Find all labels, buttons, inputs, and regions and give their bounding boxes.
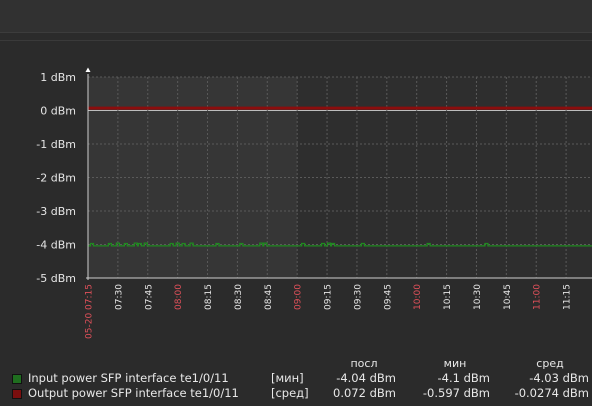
series-line-input-power bbox=[88, 242, 592, 247]
x-tick-label: 08:30 bbox=[234, 284, 244, 310]
legend-col-avg: сред bbox=[536, 357, 564, 370]
legend-row-output: Output power SFP interface te1/0/11 [сре… bbox=[0, 386, 592, 401]
y-tick-label: -5 dBm bbox=[36, 272, 76, 285]
legend-col-last: посл bbox=[350, 357, 378, 370]
x-tick-label: 09:45 bbox=[383, 284, 393, 310]
x-tick-label: 11:15 bbox=[563, 284, 573, 310]
legend-min: -4.1 dBm bbox=[437, 371, 491, 385]
legend-avg: -4.03 dBm bbox=[529, 371, 589, 385]
legend-avg: -0.0274 dBm bbox=[514, 386, 589, 400]
x-tick-label: 09:15 bbox=[324, 284, 334, 310]
x-tick-label: 09:00 bbox=[294, 284, 304, 310]
legend-name: Input power SFP interface te1/0/11 bbox=[28, 371, 229, 385]
y-axis-arrow-icon bbox=[85, 67, 91, 72]
x-tick-label: 05-20 07:15 bbox=[85, 284, 95, 339]
y-tick-label: -2 dBm bbox=[36, 172, 76, 185]
x-tick-label: 10:15 bbox=[443, 284, 453, 310]
x-tick-label: 09:30 bbox=[353, 284, 363, 310]
legend-row-input: Input power SFP interface te1/0/11 [мин]… bbox=[0, 371, 592, 386]
y-tick-label: 1 dBm bbox=[40, 71, 76, 84]
top-bar bbox=[0, 0, 592, 33]
legend-name: Output power SFP interface te1/0/11 bbox=[28, 386, 239, 400]
y-tick-label: 0 dBm bbox=[40, 105, 76, 118]
x-tick-label: 07:45 bbox=[144, 284, 154, 310]
x-tick-label: 10:45 bbox=[503, 284, 513, 310]
x-tick-label: 07:30 bbox=[114, 284, 124, 310]
x-tick-label: 08:15 bbox=[204, 284, 214, 310]
grid-lines bbox=[88, 76, 592, 278]
x-axis-labels: 05-20 07:15 07:30 07:45 08:00 08:15 08:30 08:4… bbox=[85, 284, 573, 339]
x-tick-label: 08:45 bbox=[264, 284, 274, 310]
x-tick-label: 11:00 bbox=[533, 284, 543, 310]
power-graph: 1 dBm 0 dBm -1 dBm -2 dBm -3 dBm -4 dBm -5 dBm… bbox=[36, 67, 592, 339]
legend-swatch-input bbox=[12, 374, 22, 384]
x-tick-label: 10:00 bbox=[413, 284, 423, 310]
legend-last: -4.04 dBm bbox=[336, 371, 396, 385]
legend: посл мин сред Input power SFP interface … bbox=[0, 356, 592, 405]
legend-last: 0.072 dBm bbox=[333, 386, 396, 400]
legend-col-min: мин bbox=[443, 357, 467, 370]
y-tick-label: -4 dBm bbox=[36, 239, 76, 252]
series-lines bbox=[88, 106, 592, 247]
y-tick-label: -3 dBm bbox=[36, 205, 76, 218]
y-tick-label: -1 dBm bbox=[36, 138, 76, 151]
legend-func: [мин] bbox=[271, 371, 304, 385]
legend-func: [сред] bbox=[271, 386, 309, 400]
legend-swatch-output bbox=[12, 389, 22, 399]
x-tick-label: 10:30 bbox=[473, 284, 483, 310]
y-axis-labels: 1 dBm 0 dBm -1 dBm -2 dBm -3 dBm -4 dBm -5 dBm bbox=[36, 71, 76, 285]
legend-min: -0.597 dBm bbox=[422, 386, 490, 400]
x-tick-label: 08:00 bbox=[174, 284, 184, 310]
